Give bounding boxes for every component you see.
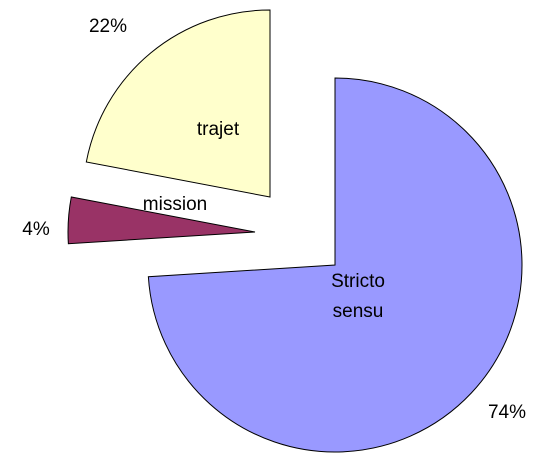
value-label: 4% [22,219,50,240]
pie-slice [85,9,271,198]
pie-slice [67,196,256,245]
slice-label: Stricto sensu [331,271,385,322]
pie-slice [147,77,523,453]
slice-label-line: sensu [333,301,384,322]
slice-label: trajet [197,119,240,140]
value-label: 22% [89,16,127,37]
slice-label-line: Stricto [331,271,385,292]
value-label: 74% [488,402,526,423]
slice-label-line: trajet [197,119,240,140]
slice-label-line: mission [143,194,207,215]
slice-label: mission [143,194,207,215]
